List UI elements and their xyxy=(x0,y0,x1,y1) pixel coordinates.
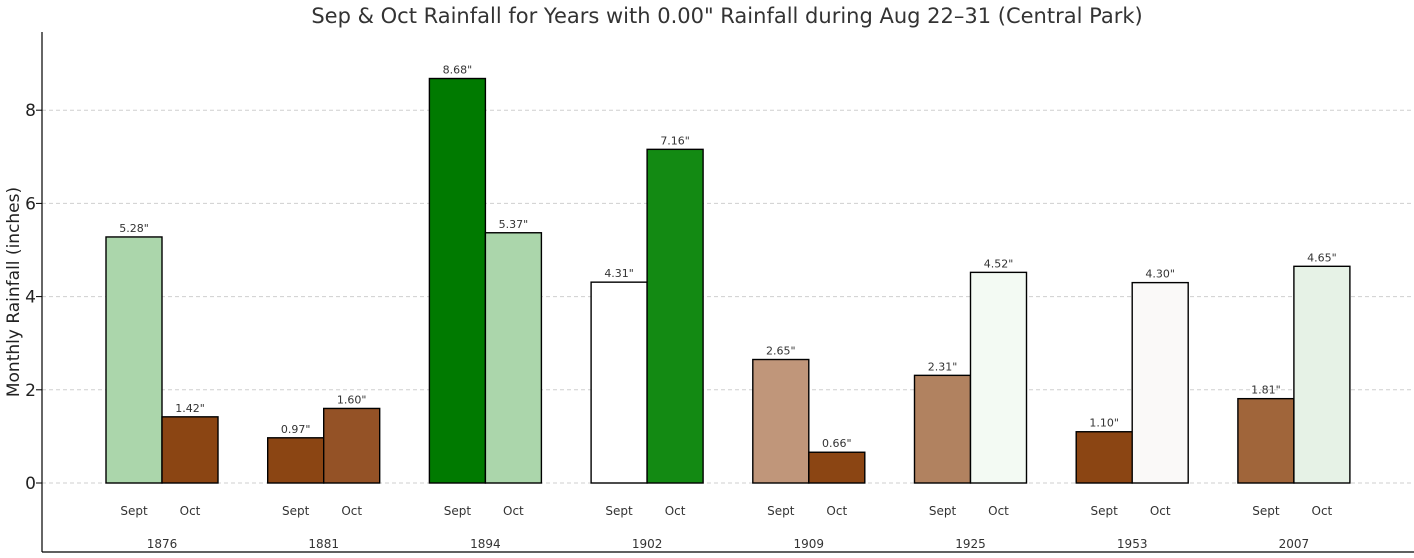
bar-1909-oct xyxy=(808,451,866,484)
bar-1881-oct xyxy=(323,407,381,484)
value-label-1881-sept: 0.97" xyxy=(281,423,311,436)
value-label-1953-oct: 4.30" xyxy=(1145,268,1175,281)
value-label-1953-sept: 1.10" xyxy=(1089,417,1119,430)
bar-1881-sept xyxy=(267,437,325,484)
x-tick-label-2007-sept: Sept xyxy=(1252,504,1280,518)
y-tick-label-2: 2 xyxy=(25,381,36,401)
bar-1925-oct xyxy=(969,271,1028,484)
group-label-1881: 1881 xyxy=(308,537,339,551)
bar-1953-sept xyxy=(1075,431,1133,484)
y-tick-label-6: 6 xyxy=(25,194,36,214)
y-tick-label-0: 0 xyxy=(25,474,36,494)
value-label-2007-oct: 4.65" xyxy=(1307,251,1337,264)
x-tick-label-1894-oct: Oct xyxy=(503,504,524,518)
value-label-1902-sept: 4.31" xyxy=(604,267,634,280)
chart-title: Sep & Oct Rainfall for Years with 0.00" … xyxy=(311,4,1142,28)
gridlines xyxy=(42,109,1414,484)
value-label-1909-sept: 2.65" xyxy=(766,345,796,358)
group-label-1876: 1876 xyxy=(147,537,178,551)
bar-2007-sept xyxy=(1237,397,1295,484)
x-tick-label-1925-oct: Oct xyxy=(988,504,1009,518)
value-label-1925-sept: 2.31" xyxy=(928,360,958,373)
bar-1894-sept xyxy=(428,77,487,484)
x-tick-label-2007-oct: Oct xyxy=(1312,504,1333,518)
value-label-1909-oct: 0.66" xyxy=(822,437,852,450)
value-label-1881-oct: 1.60" xyxy=(337,393,367,406)
axes: 0 2 4 6 8 xyxy=(25,32,1414,553)
value-label-2007-sept: 1.81" xyxy=(1251,384,1281,397)
bar-1925-sept xyxy=(913,374,972,484)
y-axis-label: Monthly Rainfall (inches) xyxy=(4,187,24,397)
y-tick-label-4: 4 xyxy=(25,288,36,308)
value-label-1894-oct: 5.37" xyxy=(499,218,529,231)
x-tick-label-1876-sept: Sept xyxy=(120,504,148,518)
bar-1909-sept xyxy=(752,358,810,484)
bar-1876-sept xyxy=(105,236,163,484)
x-tick-label-1881-sept: Sept xyxy=(282,504,310,518)
x-tick-label-1881-oct: Oct xyxy=(341,504,362,518)
x-tick-label-1894-sept: Sept xyxy=(444,504,472,518)
group-label-1909: 1909 xyxy=(794,537,825,551)
x-tick-label-1953-sept: Sept xyxy=(1091,504,1119,518)
x-tick-label-1925-sept: Sept xyxy=(929,504,957,518)
group-label-1953: 1953 xyxy=(1117,537,1148,551)
bars xyxy=(105,77,1351,484)
bar-2007-oct xyxy=(1293,265,1351,484)
category-labels: Sept Oct 1876 Sept Oct 1881 Sept Oct 1894 Sept Oct… xyxy=(120,504,1332,551)
x-tick-label-1909-oct: Oct xyxy=(826,504,847,518)
group-label-1894: 1894 xyxy=(470,537,501,551)
x-tick-label-1909-sept: Sept xyxy=(767,504,795,518)
value-label-1925-oct: 4.52" xyxy=(984,257,1014,270)
bar-1902-sept xyxy=(590,281,648,484)
x-tick-label-1902-oct: Oct xyxy=(665,504,686,518)
x-tick-label-1876-oct: Oct xyxy=(180,504,201,518)
group-label-1925: 1925 xyxy=(955,537,986,551)
value-label-1902-oct: 7.16" xyxy=(660,134,690,147)
y-tick-label-8: 8 xyxy=(25,101,36,121)
bar-1894-oct xyxy=(484,232,543,484)
bar-1876-oct xyxy=(161,416,219,484)
value-label-1876-oct: 1.42" xyxy=(175,402,205,415)
bar-1902-oct xyxy=(646,148,704,484)
value-label-1876-sept: 5.28" xyxy=(119,222,149,235)
value-label-1894-sept: 8.68" xyxy=(443,64,473,77)
bar-1953-oct xyxy=(1131,281,1189,484)
bar-value-labels: 5.28" 1.42" 0.97" 1.60" 8.68" 5.37" 4.31" 7.16"… xyxy=(119,64,1336,451)
x-tick-label-1902-sept: Sept xyxy=(605,504,633,518)
group-label-1902: 1902 xyxy=(632,537,663,551)
x-tick-label-1953-oct: Oct xyxy=(1150,504,1171,518)
group-label-2007: 2007 xyxy=(1279,537,1310,551)
